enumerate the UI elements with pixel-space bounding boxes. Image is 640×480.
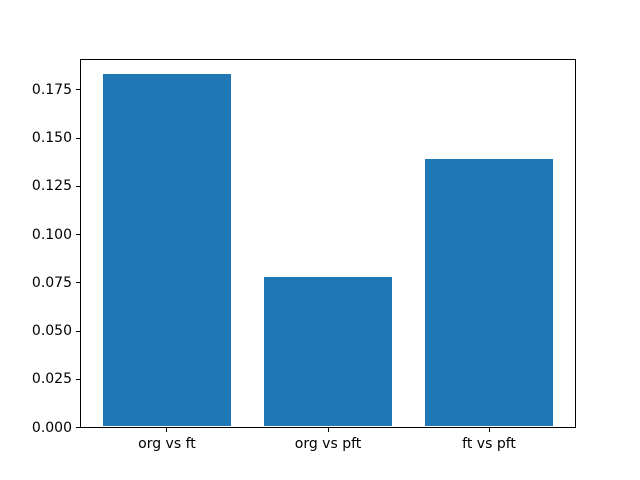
y-tick-mark (76, 89, 80, 91)
bar-org-vs-pft (263, 277, 393, 427)
y-tick-label: 0.100 (31, 226, 72, 243)
x-tick-mark (327, 427, 329, 432)
y-tick-mark (76, 234, 80, 236)
x-tick-label: org vs pft (294, 435, 362, 452)
y-tick-label: 0.050 (31, 323, 72, 340)
y-tick-label: 0.150 (31, 130, 72, 147)
y-tick-mark (76, 378, 80, 380)
y-tick-label: 0.175 (31, 81, 72, 98)
bar-ft-vs-pft (424, 159, 554, 427)
y-tick-label: 0.125 (31, 178, 72, 195)
y-tick-label: 0.075 (31, 274, 72, 291)
y-tick-mark (76, 330, 80, 332)
x-tick-mark (166, 427, 168, 432)
x-tick-label: ft vs pft (462, 435, 516, 452)
y-tick-label: 0.000 (31, 419, 72, 436)
x-tick-label: org vs ft (138, 435, 196, 452)
y-tick-mark (76, 185, 80, 187)
y-tick-mark (76, 282, 80, 284)
y-tick-mark (76, 137, 80, 139)
y-tick-mark (76, 427, 80, 428)
y-tick-label: 0.025 (31, 371, 72, 388)
x-tick-mark (488, 427, 490, 432)
bar-org-vs-ft (102, 74, 232, 427)
